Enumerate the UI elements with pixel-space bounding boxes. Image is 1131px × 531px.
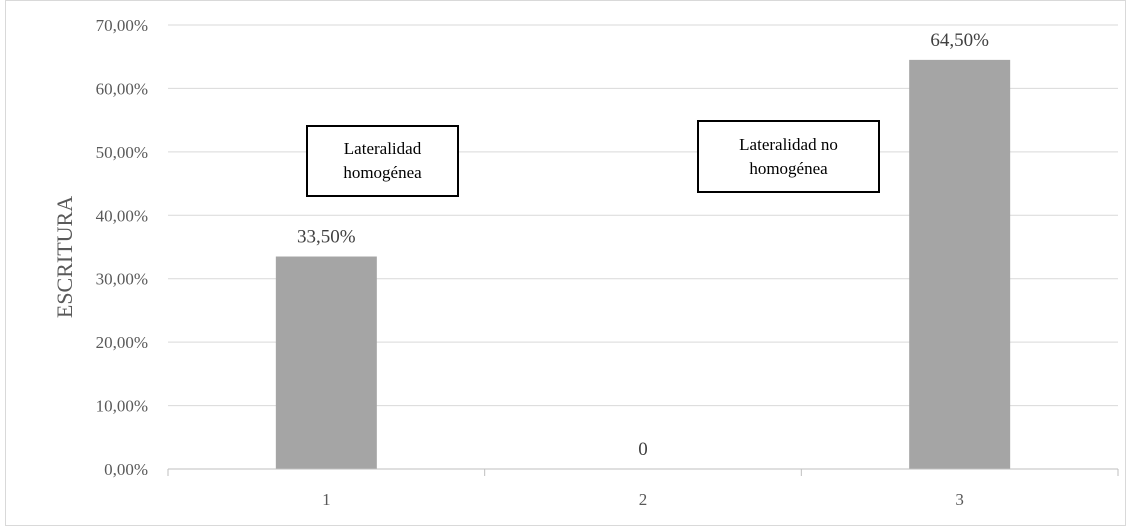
y-tick-label: 70,00% bbox=[96, 16, 148, 35]
y-tick-label: 10,00% bbox=[96, 397, 148, 416]
bar-3 bbox=[909, 59, 1011, 470]
y-tick-label: 20,00% bbox=[96, 333, 148, 352]
annotation-lateralidad-no-homogenea: Lateralidad no homogénea bbox=[697, 120, 880, 193]
bar-1 bbox=[275, 256, 377, 469]
annotation-lateralidad-homogenea: Lateralidad homogénea bbox=[306, 125, 459, 197]
bars bbox=[275, 59, 1011, 470]
data-label-2: 0 bbox=[638, 439, 648, 460]
x-axis: 1 2 3 bbox=[167, 468, 1119, 509]
y-tick-label: 50,00% bbox=[96, 143, 148, 162]
y-tick-label: 60,00% bbox=[96, 79, 148, 98]
y-axis-ticks: 0,00% 10,00% 20,00% 30,00% 40,00% 50,00% 60,00… bbox=[96, 16, 148, 479]
y-tick-label: 40,00% bbox=[96, 206, 148, 225]
y-tick-label: 0,00% bbox=[104, 460, 148, 479]
data-label-1: 33,50% bbox=[297, 227, 356, 248]
x-tick-label-2: 2 bbox=[639, 490, 648, 509]
y-tick-label: 30,00% bbox=[96, 270, 148, 289]
data-labels: 33,50% 0 64,50% bbox=[297, 30, 989, 460]
x-tick-label-3: 3 bbox=[955, 490, 964, 509]
y-axis-title: ESCRITURA bbox=[52, 196, 77, 318]
data-label-3: 64,50% bbox=[930, 30, 989, 51]
x-tick-label-1: 1 bbox=[322, 490, 331, 509]
